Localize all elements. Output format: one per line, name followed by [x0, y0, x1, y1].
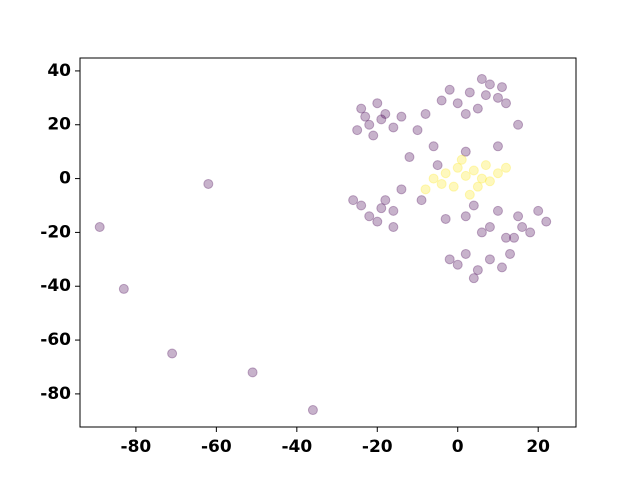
point — [468, 165, 479, 176]
point — [460, 108, 471, 119]
point — [476, 173, 487, 184]
y-tick-label: -40 — [40, 276, 71, 296]
point — [428, 141, 439, 152]
point — [460, 248, 471, 259]
point — [484, 222, 495, 233]
point — [388, 205, 399, 216]
point — [307, 405, 318, 416]
point — [452, 259, 463, 270]
point — [203, 178, 214, 189]
point — [440, 213, 451, 224]
point — [167, 348, 178, 359]
point — [509, 232, 520, 243]
point — [436, 178, 447, 189]
point — [492, 205, 503, 216]
point — [396, 111, 407, 122]
point — [533, 205, 544, 216]
x-tick-label: -20 — [362, 437, 393, 457]
plot-frame — [79, 57, 577, 428]
point — [372, 216, 383, 227]
y-tick-label: 0 — [59, 169, 71, 189]
point — [541, 216, 552, 227]
point — [460, 146, 471, 157]
point — [513, 211, 524, 222]
point — [420, 184, 431, 195]
point — [501, 162, 512, 173]
point — [468, 273, 479, 284]
x-tick-label: -80 — [121, 437, 152, 457]
point — [476, 73, 487, 84]
point — [436, 95, 447, 106]
x-tick-label: 20 — [526, 437, 550, 457]
point — [501, 232, 512, 243]
point — [416, 195, 427, 206]
point — [356, 103, 367, 114]
point — [348, 195, 359, 206]
point — [525, 227, 536, 238]
point — [376, 203, 387, 214]
point — [456, 154, 467, 165]
x-tick-label: -60 — [201, 437, 232, 457]
point — [440, 168, 451, 179]
point — [396, 184, 407, 195]
point — [492, 92, 503, 103]
point — [404, 152, 415, 163]
point — [444, 254, 455, 265]
point — [505, 248, 516, 259]
point — [472, 181, 483, 192]
point — [448, 181, 459, 192]
point — [496, 262, 507, 273]
point — [492, 141, 503, 152]
y-tick-label: -60 — [40, 330, 71, 350]
point — [412, 125, 423, 136]
point — [484, 79, 495, 90]
point — [484, 254, 495, 265]
point — [428, 173, 439, 184]
y-tick-label: 40 — [47, 61, 71, 81]
point — [368, 130, 379, 141]
point — [388, 122, 399, 133]
point — [388, 222, 399, 233]
point — [484, 176, 495, 187]
point — [380, 195, 391, 206]
y-tick-label: -80 — [40, 384, 71, 404]
y-tick-label: -20 — [40, 222, 71, 242]
point — [444, 84, 455, 95]
point — [356, 200, 367, 211]
point — [501, 98, 512, 109]
point — [452, 98, 463, 109]
point — [464, 87, 475, 98]
point — [372, 98, 383, 109]
point — [480, 160, 491, 171]
x-tick-label: -40 — [281, 437, 312, 457]
point — [472, 265, 483, 276]
point — [492, 168, 503, 179]
point — [476, 227, 487, 238]
point — [464, 189, 475, 200]
point — [118, 283, 129, 294]
x-tick-label: 0 — [452, 437, 464, 457]
point — [364, 211, 375, 222]
point — [468, 200, 479, 211]
y-tick-label: 20 — [47, 115, 71, 135]
point — [452, 162, 463, 173]
point — [460, 170, 471, 181]
point — [420, 108, 431, 119]
point — [432, 160, 443, 171]
point — [380, 108, 391, 119]
point — [352, 125, 363, 136]
point — [496, 82, 507, 93]
point — [247, 367, 258, 378]
point — [513, 119, 524, 130]
point — [472, 103, 483, 114]
point — [517, 222, 528, 233]
point — [460, 211, 471, 222]
point — [480, 90, 491, 101]
point — [376, 114, 387, 125]
point — [94, 222, 105, 233]
point — [364, 119, 375, 130]
point — [360, 111, 371, 122]
